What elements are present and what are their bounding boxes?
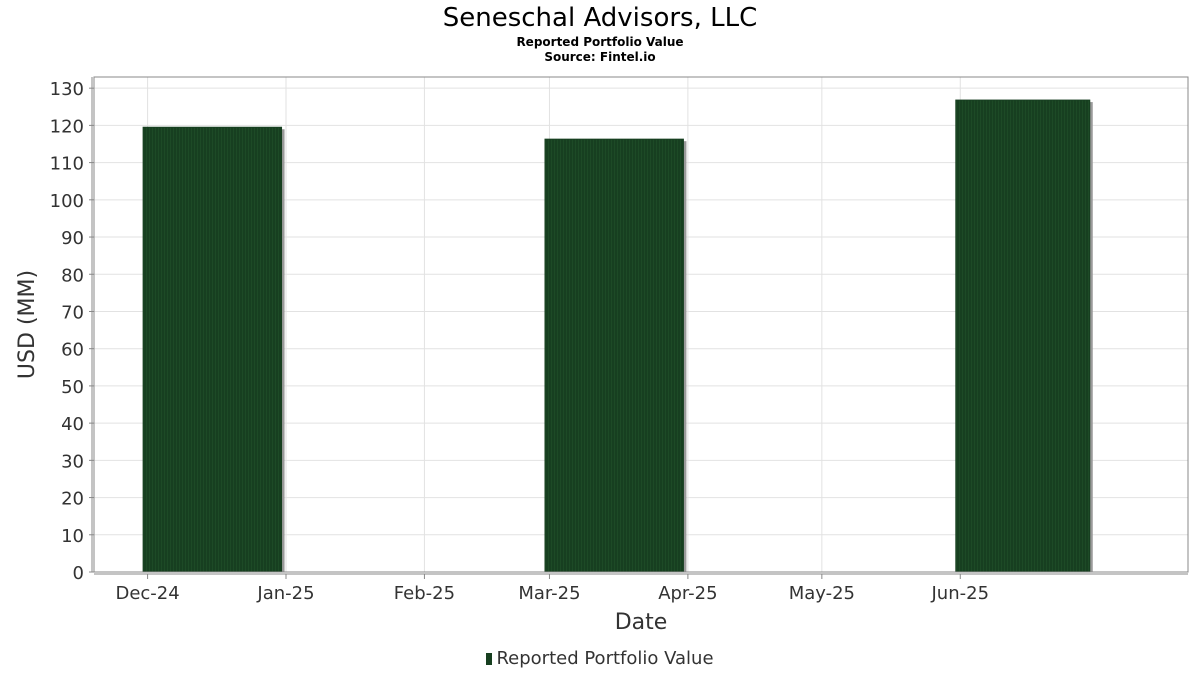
- plot-frame: [93, 76, 1189, 573]
- y-tick-label: 120: [50, 116, 84, 137]
- x-tick-label: Jan-25: [256, 583, 314, 604]
- chart-title: Seneschal Advisors, LLC: [442, 3, 758, 33]
- y-tick-label: 130: [50, 79, 84, 100]
- legend: Reported Portfolio Value: [0, 647, 1200, 671]
- y-tick-label: 0: [73, 563, 84, 584]
- y-tick-label: 30: [61, 451, 84, 472]
- y-tick-label: 80: [61, 265, 84, 286]
- chart-subtitle: Reported Portfolio Value: [516, 35, 684, 49]
- y-tick-label: 90: [61, 228, 84, 249]
- x-tick-label: Feb-25: [394, 583, 455, 604]
- bars: [142, 99, 1093, 573]
- chart-source: Source: Fintel.io: [544, 50, 656, 64]
- legend-label: Reported Portfolio Value: [496, 648, 714, 669]
- y-tick-label: 10: [61, 526, 84, 547]
- legend-swatch: [486, 653, 493, 665]
- y-tick-label: 40: [61, 414, 84, 435]
- x-axis-title: Date: [615, 610, 668, 635]
- title-block: Seneschal Advisors, LLC Reported Portfol…: [0, 0, 1200, 65]
- x-tick-label: Dec-24: [115, 583, 179, 604]
- x-tick-label: May-25: [789, 583, 855, 604]
- y-tick-label: 70: [61, 302, 84, 323]
- bar: [955, 99, 1091, 573]
- y-tick-label: 50: [61, 377, 84, 398]
- x-tick-label: Apr-25: [658, 583, 717, 604]
- bar: [142, 126, 283, 573]
- bar: [544, 138, 684, 573]
- y-axis-title: USD (MM): [15, 270, 40, 379]
- y-tick-label: 60: [61, 340, 84, 361]
- y-tick-label: 100: [50, 191, 84, 212]
- axes: [89, 76, 1189, 579]
- y-tick-label: 20: [61, 489, 84, 510]
- x-tick-label: Mar-25: [518, 583, 580, 604]
- tick-labels: 0 10 20 30 40 50 60 70 80 90 100 110 120 130 Dec-24 Jan…: [50, 79, 989, 604]
- x-tick-label: Jun-25: [931, 583, 990, 604]
- y-tick-label: 110: [50, 154, 84, 175]
